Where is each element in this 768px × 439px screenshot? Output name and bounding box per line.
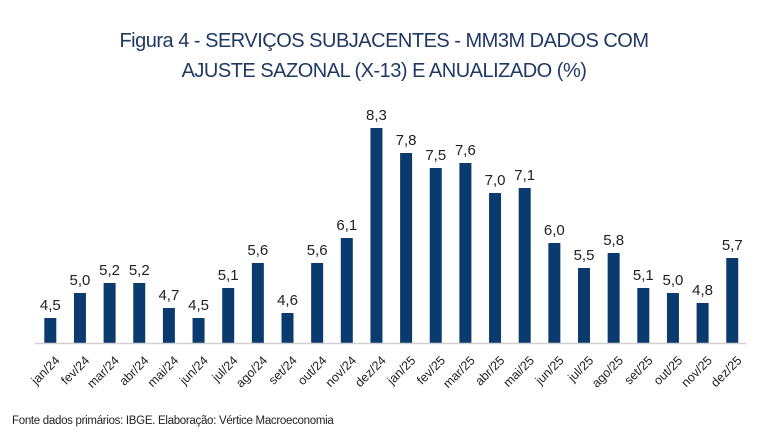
bar-mar-24	[103, 283, 116, 343]
bar-nov-25	[696, 303, 709, 343]
x-tick-label: dez/25	[708, 353, 744, 389]
bar-mai-25	[518, 188, 531, 343]
chart-title-line-2: AJUSTE SAZONAL (X-13) E ANUALIZADO (%)	[181, 60, 587, 82]
data-labels-group: 4,5 5,0 5,2 5,2 4,7 4,5 5,1 5,6 4,6 5,6 6,1 8,3 7,8 7…	[40, 107, 743, 314]
bar-dez-25	[726, 258, 739, 343]
x-tick-label: ago/25	[589, 353, 626, 390]
data-label: 4,6	[277, 292, 298, 309]
bar-nov-24	[340, 238, 353, 343]
x-tick-label: abr/24	[117, 353, 152, 388]
x-tick-label: mai/24	[145, 353, 181, 389]
source-note: Fonte dados primários: IBGE. Elaboração:…	[12, 415, 334, 427]
data-label: 5,2	[129, 262, 150, 279]
data-label: 4,5	[188, 297, 209, 314]
bar-jul-25	[578, 268, 590, 343]
data-label: 5,0	[663, 272, 684, 289]
data-label: 7,1	[514, 167, 535, 184]
data-label: 7,8	[396, 132, 417, 149]
bar-ago-24	[251, 263, 264, 343]
data-label: 4,5	[40, 297, 61, 314]
bar-set-25	[637, 288, 650, 343]
bar-fev-25	[429, 168, 442, 343]
x-tick-label: set/24	[266, 353, 300, 387]
bar-jun-25	[548, 243, 561, 343]
data-label: 5,0	[70, 272, 91, 289]
data-label: 5,1	[633, 267, 654, 284]
data-label: 6,1	[336, 217, 357, 234]
x-tick-label: set/25	[622, 353, 656, 387]
bar-abr-24	[133, 283, 146, 343]
bars-group	[44, 128, 739, 343]
x-tick-label: nov/25	[679, 353, 715, 389]
data-label: 8,3	[366, 107, 387, 124]
x-tick-label: jun/24	[176, 353, 211, 388]
x-tick-label: dez/24	[352, 353, 388, 389]
x-tick-label: jun/25	[532, 353, 567, 388]
data-label: 7,6	[455, 142, 476, 159]
x-tick-label: abr/25	[472, 353, 507, 388]
bar-mai-24	[162, 308, 175, 343]
x-tick-label: mar/25	[440, 353, 477, 390]
bar-out-24	[311, 263, 324, 343]
bar-jun-24	[192, 318, 205, 343]
data-label: 5,7	[722, 237, 743, 254]
chart-title-line-1: Figura 4 - SERVIÇOS SUBJACENTES - MM3M D…	[119, 30, 649, 52]
bar-ago-25	[607, 253, 620, 343]
x-tick-label: jan/25	[384, 353, 419, 388]
data-label: 5,6	[247, 242, 268, 259]
x-tick-label: ago/24	[233, 353, 270, 390]
x-tick-label: nov/24	[323, 353, 359, 389]
data-label: 5,5	[574, 247, 595, 264]
bar-out-25	[666, 293, 679, 343]
data-label: 4,8	[692, 282, 713, 299]
bar-abr-25	[489, 193, 502, 343]
x-tick-labels-group: jan/24fev/24mar/24abr/24mai/24jun/24jul/…	[28, 353, 745, 390]
data-label: 6,0	[544, 222, 565, 239]
x-tick-label: mar/24	[85, 353, 122, 390]
x-tick-label: jan/24	[28, 353, 63, 388]
data-label: 7,0	[485, 172, 506, 189]
bar-mar-25	[459, 163, 472, 343]
bar-jan-25	[400, 153, 413, 343]
data-label: 7,5	[425, 147, 446, 164]
data-label: 5,8	[603, 232, 624, 249]
data-label: 4,7	[158, 287, 179, 304]
bar-jan-24	[44, 318, 57, 343]
data-label: 5,1	[218, 267, 239, 284]
x-tick-label: mai/25	[501, 353, 537, 389]
bar-set-24	[281, 313, 294, 343]
data-label: 5,6	[307, 242, 328, 259]
bar-dez-24	[370, 128, 383, 343]
bar-jul-24	[222, 288, 235, 343]
bar-fev-24	[73, 293, 86, 343]
data-label: 5,2	[99, 262, 120, 279]
